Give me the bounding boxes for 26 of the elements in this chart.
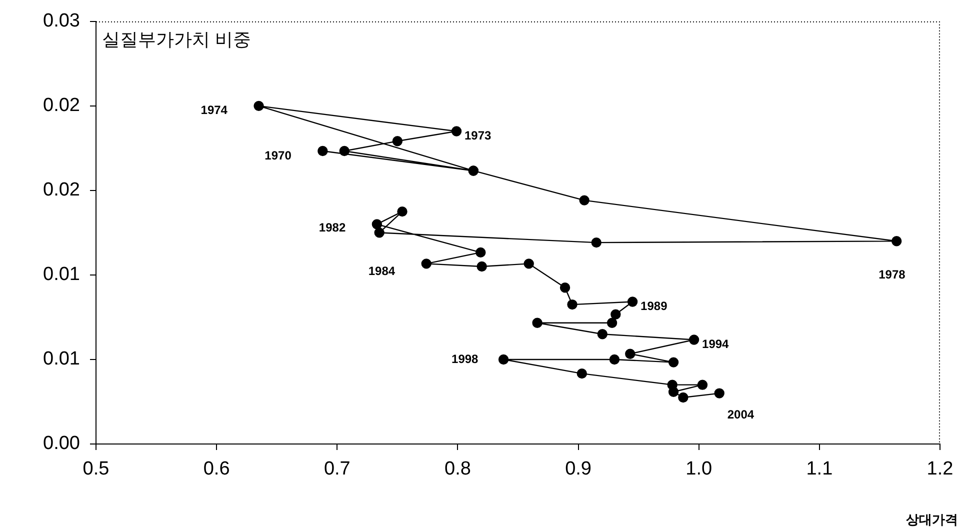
y-tick-label: 0.01 <box>43 264 80 286</box>
x-tick-label: 0.5 <box>82 458 110 480</box>
x-tick-label: 0.6 <box>203 458 230 480</box>
annotation: 1998 <box>452 352 479 366</box>
x-tick-label: 0.7 <box>324 458 350 480</box>
x-tick-label: 0.9 <box>565 458 592 480</box>
x-tick-label: 1.1 <box>806 458 833 480</box>
y-tick-label: 0.01 <box>43 348 80 370</box>
x-tick-label: 0.8 <box>444 458 471 480</box>
annotation: 1984 <box>368 264 396 278</box>
x-axis-title: 상대가격 <box>906 512 958 528</box>
y-axis-title: 실질부가가치 비중 <box>102 29 252 50</box>
annotation: 1973 <box>464 128 492 143</box>
x-tick-label: 1.0 <box>686 458 712 480</box>
annotation: 1989 <box>640 299 668 314</box>
annotation: 1978 <box>878 267 906 282</box>
y-tick-label: 0.00 <box>43 433 80 454</box>
y-tick-label: 0.02 <box>43 95 80 116</box>
annotation: 1994 <box>702 337 730 352</box>
y-tick-label: 0.02 <box>43 180 80 201</box>
annotation: 1974 <box>200 103 228 118</box>
x-tick-label: 1.2 <box>926 458 954 480</box>
annotation: 1970 <box>264 148 292 162</box>
annotation: 2004 <box>727 408 754 422</box>
y-tick-label: 0.03 <box>43 10 80 32</box>
annotation: 1982 <box>318 220 346 235</box>
